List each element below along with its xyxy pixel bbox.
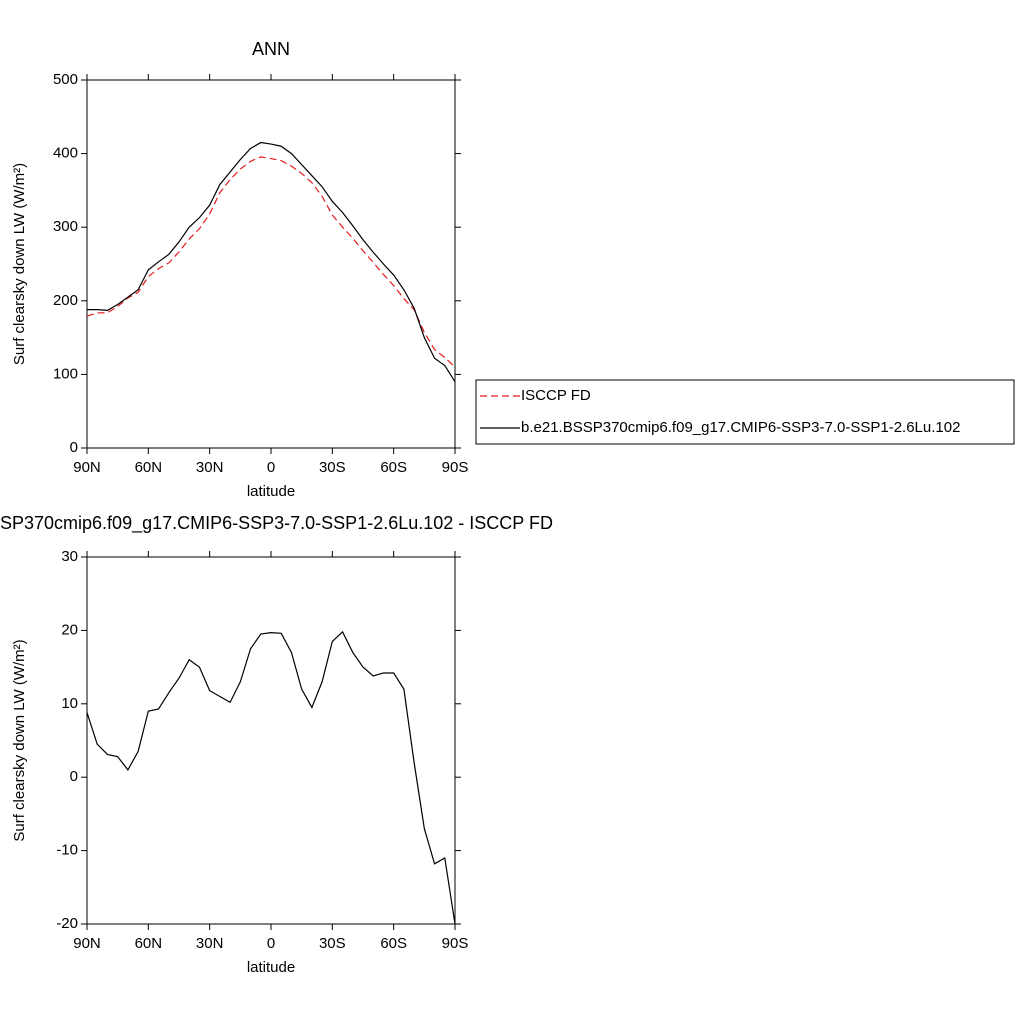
y-tick-label: 200 [53, 292, 78, 309]
y-tick-label: -10 [56, 842, 78, 859]
x-tick-label: 30N [196, 935, 224, 952]
y-axis-label: Surf clearsky down LW (W/m²) [11, 639, 28, 841]
data-line [87, 141, 456, 383]
x-tick-label: 90S [442, 935, 469, 952]
y-tick-label: 100 [53, 365, 78, 382]
legend-label: b.e21.BSSP370cmip6.f09_g17.CMIP6-SSP3-7.… [521, 419, 960, 436]
plot-frame [86, 79, 456, 449]
x-tick-label: 90N [73, 459, 101, 476]
y-tick-label: 10 [61, 695, 78, 712]
x-tick-label: 0 [267, 459, 275, 476]
legend-box [475, 379, 1015, 445]
x-tick-label: 90S [442, 459, 469, 476]
y-tick-label: 500 [53, 71, 78, 88]
x-axis-label: latitude [247, 959, 295, 976]
x-tick-label: 60S [380, 459, 407, 476]
legend-label: ISCCP FD [521, 387, 591, 404]
data-line [86, 630, 456, 925]
y-tick-label: 0 [70, 768, 78, 785]
y-tick-label: 300 [53, 218, 78, 235]
x-tick-label: 30S [319, 459, 346, 476]
x-axis-label: latitude [247, 483, 295, 500]
y-tick-label: 400 [53, 145, 78, 162]
x-tick-label: 30N [196, 459, 224, 476]
y-tick-label: -20 [56, 915, 78, 932]
y-tick-label: 20 [61, 621, 78, 638]
x-tick-label: 90N [73, 935, 101, 952]
plot-frame [86, 556, 456, 925]
x-tick-label: 0 [267, 935, 275, 952]
y-tick-label: 30 [61, 548, 78, 565]
x-tick-label: 60N [135, 459, 163, 476]
x-tick-label: 30S [319, 935, 346, 952]
y-axis-label: Surf clearsky down LW (W/m²) [11, 163, 28, 365]
y-tick-label: 0 [70, 439, 78, 456]
chart-title: ANN [252, 39, 290, 59]
data-line [86, 156, 456, 368]
x-tick-label: 60N [135, 935, 163, 952]
x-tick-label: 60S [380, 935, 407, 952]
chart-title: SP370cmip6.f09_g17.CMIP6-SSP3-7.0-SSP1-2… [0, 513, 553, 534]
